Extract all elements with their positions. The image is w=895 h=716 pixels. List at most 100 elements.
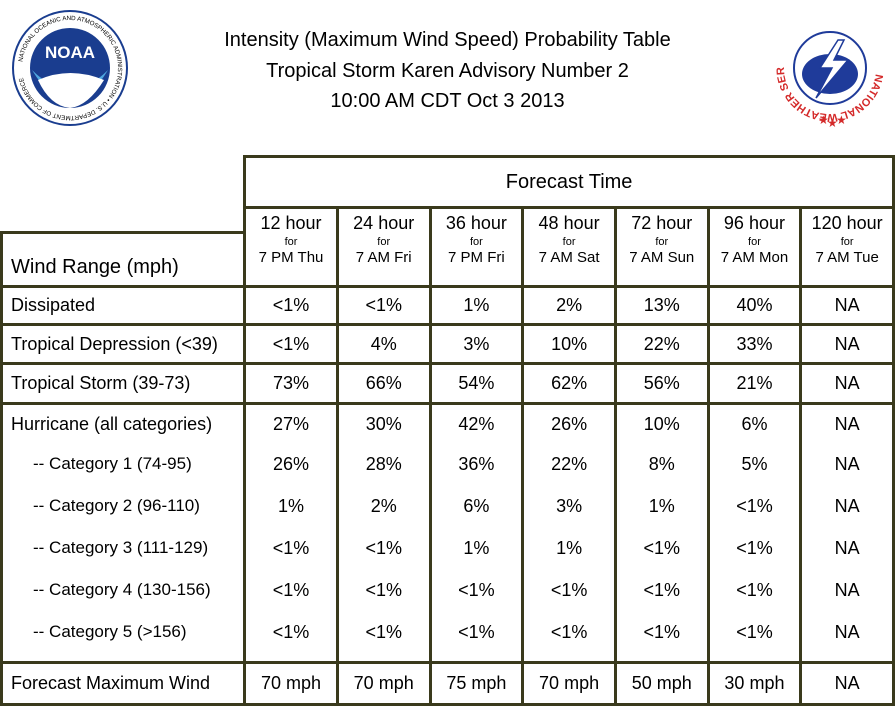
row-label-category-5: -- Category 5 (>156) — [33, 622, 187, 641]
table-cell: 66% — [335, 362, 432, 405]
row-label-category-2: -- Category 2 (96-110) — [33, 496, 200, 515]
row-label-hurricane: Hurricane (all categories) — [11, 414, 213, 434]
column-header: 12 hour for 7 PM Thu — [243, 206, 339, 288]
table-cell: 56% — [613, 362, 710, 405]
column-header: 72 hour for 7 AM Sun — [613, 206, 710, 288]
table-cell: 1% — [463, 538, 490, 558]
table-cell: NA — [799, 661, 895, 706]
table-cell: NA — [834, 496, 860, 516]
table-cell: <1% — [335, 285, 432, 326]
table-cell: 28% — [365, 454, 402, 474]
svg-text:NOAA: NOAA — [45, 43, 95, 62]
table-cell: <1% — [243, 285, 339, 326]
hurricane-column-6: NA NA NA NA NA NA — [799, 402, 895, 664]
table-cell: <1% — [365, 580, 402, 600]
table-cell: 42% — [458, 414, 495, 434]
hurricane-column-5: 6% 5% <1% <1% <1% <1% — [706, 402, 803, 664]
table-cell: 8% — [648, 454, 675, 474]
table-cell: 1% — [648, 496, 675, 516]
table-cell: 30 mph — [706, 661, 803, 706]
table-cell: 36% — [458, 454, 495, 474]
hurricane-column-1: 30% 28% 2% <1% <1% <1% — [335, 402, 432, 664]
table-cell: NA — [834, 580, 860, 600]
table-cell: 6% — [741, 414, 768, 434]
table-cell: 3% — [556, 496, 583, 516]
row-label-category-3: -- Category 3 (111-129) — [33, 538, 209, 557]
row-label-category-4: -- Category 4 (130-156) — [33, 580, 211, 599]
table-cell: NA — [834, 414, 860, 434]
column-header: 48 hour for 7 AM Sat — [521, 206, 617, 288]
table-cell: <1% — [458, 622, 495, 642]
page-title-line1: Intensity (Maximum Wind Speed) Probabili… — [224, 29, 671, 51]
table-cell: <1% — [643, 580, 681, 600]
table-cell: 26% — [273, 454, 310, 474]
table-cell: <1% — [365, 622, 402, 642]
table-cell: 30% — [365, 414, 402, 434]
hurricane-column-0: 27% 26% 1% <1% <1% <1% — [243, 402, 339, 664]
table-cell: 6% — [463, 496, 490, 516]
page-title-line3: 10:00 AM CDT Oct 3 2013 — [330, 90, 565, 112]
table-cell: 70 mph — [335, 661, 432, 706]
hurricane-column-2: 42% 36% 6% 1% <1% <1% — [428, 402, 525, 664]
table-cell: <1% — [272, 622, 310, 642]
corner-blank — [2, 157, 245, 208]
table-cell: 1% — [278, 496, 305, 516]
table-cell: NA — [834, 454, 860, 474]
table-cell: 70 mph — [521, 661, 617, 706]
table-cell: <1% — [365, 538, 402, 558]
table-cell: 13% — [613, 285, 710, 326]
row-label-dissipated: Dissipated — [0, 285, 247, 326]
table-cell: <1% — [643, 622, 681, 642]
table-cell: <1% — [736, 538, 773, 558]
table-cell: 62% — [521, 362, 617, 405]
table-cell: 2% — [521, 285, 617, 326]
table-cell: 1% — [428, 285, 525, 326]
hurricane-column-3: 26% 22% 3% 1% <1% <1% — [521, 402, 617, 664]
table-cell: 50 mph — [613, 661, 710, 706]
table-cell: <1% — [736, 496, 773, 516]
table-cell: 73% — [243, 362, 339, 405]
table-cell: 26% — [551, 414, 588, 434]
corner-blank-2 — [2, 208, 245, 233]
table-cell: 3% — [428, 323, 525, 365]
table-cell: 22% — [551, 454, 588, 474]
table-cell: 54% — [428, 362, 525, 405]
noaa-logo: NOAA NATIONAL OCEANIC AND ATMOSPHERIC AD… — [10, 8, 130, 133]
column-header: 36 hour for 7 PM Fri — [428, 206, 525, 288]
probability-table: Forecast Time 12 hour for 7 PM Thu 24 hour… — [0, 155, 895, 706]
table-cell: <1% — [243, 323, 339, 365]
table-cell: 5% — [741, 454, 768, 474]
nws-logo: NATIONAL WEATHER SERVICE ★ ★ ★ — [766, 0, 890, 133]
svg-text:★: ★ — [818, 113, 829, 127]
table-cell: 2% — [370, 496, 397, 516]
table-cell: NA — [799, 323, 895, 365]
table-cell: 27% — [273, 414, 310, 434]
table-cell: <1% — [736, 622, 773, 642]
table-cell: 70 mph — [243, 661, 339, 706]
table-cell: NA — [834, 538, 860, 558]
row-label-max-wind: Forecast Maximum Wind — [0, 661, 247, 706]
table-cell: 4% — [335, 323, 432, 365]
wind-range-header: Wind Range (mph) — [0, 230, 247, 289]
table-cell: 1% — [556, 538, 583, 558]
table-cell: <1% — [458, 580, 495, 600]
column-header: 96 hour for 7 AM Mon — [706, 206, 803, 288]
hurricane-column-4: 10% 8% 1% <1% <1% <1% — [613, 402, 710, 664]
table-cell: NA — [834, 622, 860, 642]
table-cell: 75 mph — [428, 661, 525, 706]
table-cell: <1% — [736, 580, 773, 600]
table-cell: 21% — [706, 362, 803, 405]
row-label-category-1: -- Category 1 (74-95) — [33, 454, 192, 473]
table-cell: 33% — [706, 323, 803, 365]
column-header: 120 hour for 7 AM Tue — [799, 206, 895, 288]
table-cell: <1% — [550, 580, 588, 600]
table-cell: <1% — [272, 580, 310, 600]
table-cell: <1% — [550, 622, 588, 642]
row-label-tropical-depression: Tropical Depression (<39) — [0, 323, 247, 365]
svg-text:★: ★ — [836, 113, 847, 127]
hurricane-label-group: Hurricane (all categories) -- Category 1… — [0, 402, 247, 664]
table-cell: <1% — [643, 538, 681, 558]
forecast-time-header: Forecast Time — [243, 155, 895, 209]
table-cell: <1% — [272, 538, 310, 558]
row-label-tropical-storm: Tropical Storm (39-73) — [0, 362, 247, 405]
